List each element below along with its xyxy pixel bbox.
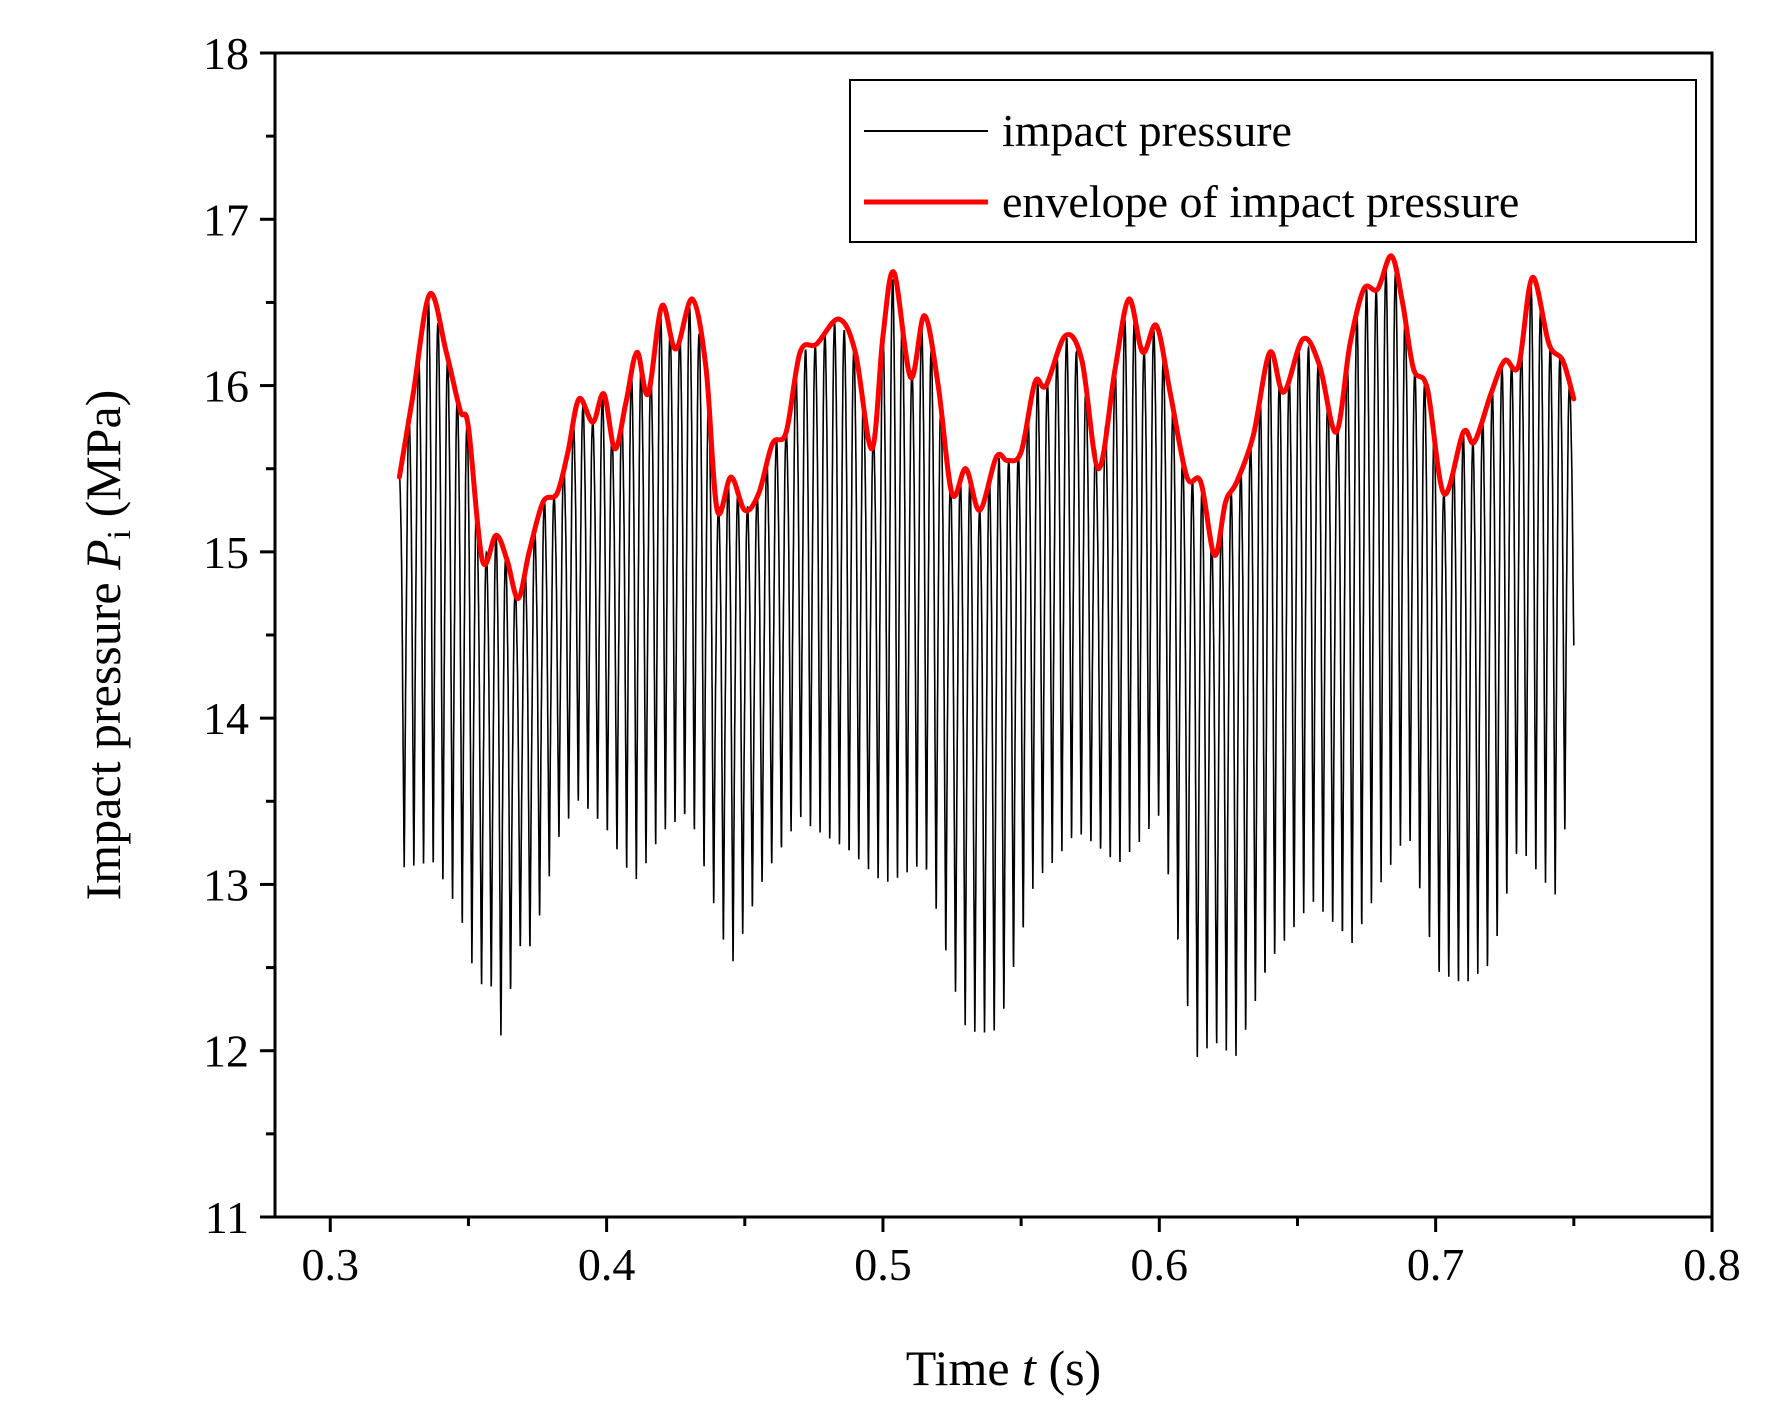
legend-label-impact-pressure: impact pressure — [1002, 105, 1292, 156]
series-impact-pressure-line — [398, 268, 1575, 1058]
y-tick-label: 13 — [203, 859, 249, 910]
y-tick-label: 15 — [203, 527, 249, 578]
y-tick-label: 12 — [203, 1026, 249, 1077]
x-tick-label: 0.8 — [1683, 1239, 1741, 1290]
x-tick-label: 0.3 — [302, 1239, 360, 1290]
legend-box — [849, 79, 1697, 243]
x-axis-title: Time t (s) — [906, 1340, 1101, 1396]
x-tick-label: 0.7 — [1407, 1239, 1465, 1290]
y-tick-label: 14 — [203, 693, 249, 744]
x-tick-label: 0.4 — [578, 1239, 636, 1290]
x-tick-label: 0.5 — [854, 1239, 912, 1290]
y-tick-label: 16 — [203, 361, 249, 412]
y-tick-label: 18 — [203, 28, 249, 79]
series-envelope-line — [396, 253, 1577, 601]
x-tick-label: 0.6 — [1131, 1239, 1189, 1290]
legend-label-envelope: envelope of impact pressure — [1002, 176, 1519, 227]
ticks-layer: 0.3 0.4 0.5 0.6 0.7 0.8 11 12 13 14 15 16 17 18 — [203, 28, 1741, 1290]
y-axis-title: Impact pressure Pi (MPa) — [75, 390, 138, 901]
series-layer — [396, 253, 1577, 1058]
legend: impact pressure envelope of impact press… — [849, 79, 1697, 243]
y-tick-label: 11 — [205, 1192, 249, 1243]
y-tick-label: 17 — [203, 194, 249, 245]
